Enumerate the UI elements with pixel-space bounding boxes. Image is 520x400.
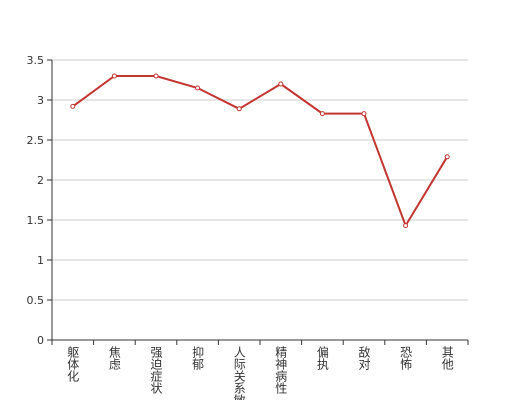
- point: [111, 73, 117, 79]
- point: [195, 85, 201, 91]
- y-tick-label: 3.5: [27, 54, 45, 67]
- y-tick-label: 2.5: [27, 134, 45, 147]
- y-tick-label: 3: [37, 94, 44, 107]
- y-tick-label: 2: [37, 174, 44, 187]
- x-tick-label: 强迫症状: [149, 346, 163, 394]
- x-tick-label: 抑郁: [191, 345, 205, 371]
- x-tick-label: 精神病性: [274, 346, 288, 395]
- point: [444, 154, 450, 160]
- point: [278, 81, 284, 87]
- point: [403, 223, 409, 229]
- x-tick-label: 躯体化: [66, 345, 80, 383]
- x-tick-label: 敌对: [357, 345, 371, 370]
- x-tick-label: 其他: [440, 346, 454, 370]
- line: [72, 75, 449, 228]
- x-tick-label: 恐怖: [399, 346, 413, 370]
- x-tick-label: 焦虑: [107, 346, 121, 370]
- point: [236, 106, 242, 112]
- y-tick-label: 0: [37, 334, 44, 347]
- y-tick-label: 0.5: [27, 294, 45, 307]
- x-tick-label: 偏执: [315, 345, 329, 371]
- point: [319, 111, 325, 117]
- x-tick-label: 人际关系敏感: [232, 346, 246, 400]
- y-tick-label: 1.5: [27, 214, 45, 227]
- point: [153, 73, 159, 79]
- y-tick-label: 1: [37, 254, 44, 267]
- point: [70, 103, 76, 109]
- point: [361, 111, 367, 117]
